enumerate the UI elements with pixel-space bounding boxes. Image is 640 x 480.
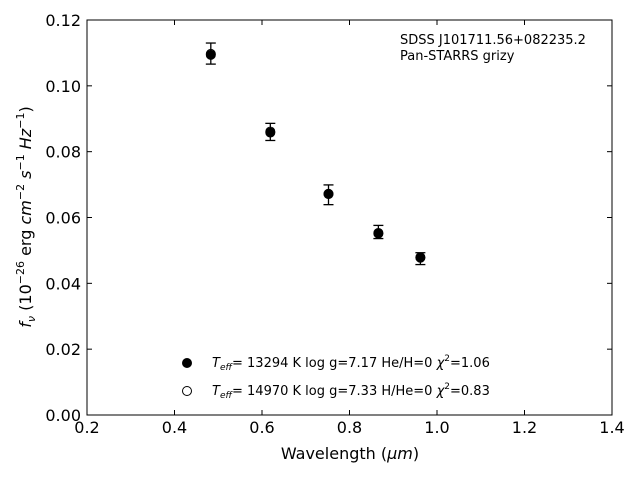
legend-entry-2: Teff= 14970 K log g=7.33 H/He=0 χ2=0.83 xyxy=(212,382,490,401)
y-tick-label: 0.02 xyxy=(45,340,81,359)
x-tick-label: 0.4 xyxy=(162,418,187,437)
legend-marker-open xyxy=(182,386,192,396)
y-tick-label: 0.12 xyxy=(45,11,81,30)
x-tick-label: 1.4 xyxy=(599,418,624,437)
y-tick-label: 0.00 xyxy=(45,406,81,425)
legend-entry-1: Teff= 13294 K log g=7.17 He/H=0 χ2=1.06 xyxy=(212,354,490,373)
model-point-open xyxy=(205,48,216,59)
x-tick-label: 1.0 xyxy=(424,418,449,437)
model-point-open xyxy=(265,126,276,137)
y-axis-ticks: 0.00 0.02 0.04 0.06 0.08 0.10 0.12 xyxy=(45,11,612,425)
y-tick-label: 0.08 xyxy=(45,143,81,162)
x-axis-label: Wavelength (μm) xyxy=(281,444,419,463)
y-tick-label: 0.10 xyxy=(45,77,81,96)
x-axis-ticks: 0.2 0.4 0.6 0.8 1.0 1.2 1.4 xyxy=(74,20,625,437)
y-axis-label: fν (10−26 erg cm−2 s−1 Hz−1) xyxy=(14,106,38,327)
model-markers xyxy=(205,48,426,263)
legend: Teff= 13294 K log g=7.17 He/H=0 χ2=1.06 … xyxy=(182,354,490,401)
x-tick-label: 0.6 xyxy=(249,418,274,437)
x-tick-label: 0.8 xyxy=(337,418,362,437)
annotation-object-name: SDSS J101711.56+082235.2 xyxy=(400,33,586,48)
y-tick-label: 0.06 xyxy=(45,209,81,228)
y-tick-label: 0.04 xyxy=(45,274,81,293)
model-point-open xyxy=(415,252,426,263)
annotation-photometry: Pan-STARRS grizy xyxy=(400,49,515,64)
model-point-open xyxy=(323,188,334,199)
x-tick-label: 1.2 xyxy=(512,418,537,437)
observed-error-bars xyxy=(205,42,426,266)
x-tick-label: 0.2 xyxy=(74,418,99,437)
model-point-open xyxy=(373,227,384,238)
legend-marker-filled xyxy=(182,358,192,368)
